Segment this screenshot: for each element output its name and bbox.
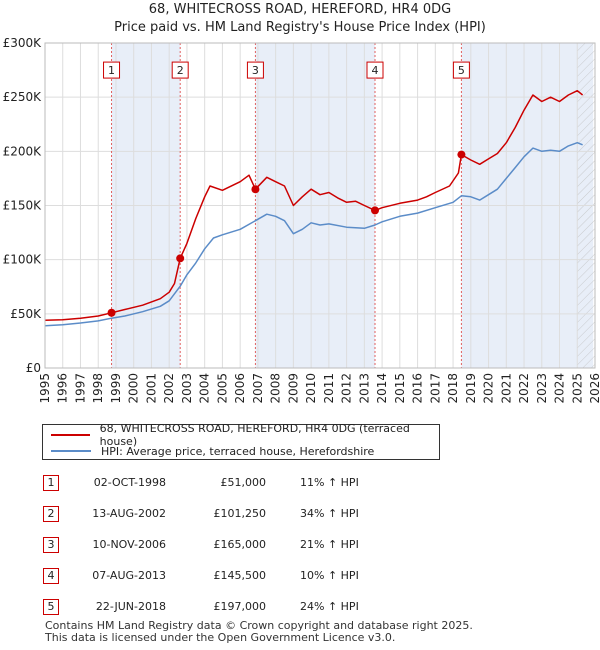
hpi-line [44,141,583,327]
price-chart: 1 2 3 4 5 £0 £50K £100K £150K £200K £250K £300K 199… [3,36,600,404]
sale-row: 2 13-AUG-2002 £101,250 34% ↑ HPI [0,506,600,526]
sale-point [457,150,466,159]
sale-row: 3 10-NOV-2006 £165,000 21% ↑ HPI [0,537,600,557]
x-tick-label: 2017 [428,373,442,404]
chart-title: 68, WHITECROSS ROAD, HEREFORD, HR4 0DG [148,2,452,17]
legend-item-hpi: HPI: Average price, terraced house, Here… [51,443,374,459]
x-tick-label: 2001 [144,373,158,404]
x-tick-label: 1998 [91,373,105,404]
sale-hpi-change: 21% ↑ HPI [300,538,359,551]
x-tick-label: 2018 [446,373,460,404]
sale-date: 07-AUG-2013 [92,569,166,582]
sale-number: 1 [43,475,59,491]
y-tick-label: £50K [10,307,42,321]
sale-marker-label: 1 [108,64,115,77]
sale-number: 4 [43,568,59,584]
x-tick-label: 2025 [570,373,584,404]
x-tick-label: 2013 [357,373,371,404]
footer-licence: This data is licensed under the Open Gov… [45,631,396,644]
x-tick-label: 2026 [588,373,600,404]
sale-point [371,206,379,215]
x-tick-label: 2014 [375,373,389,404]
sale-marker-label: 2 [177,64,184,77]
sale-marker-label: 5 [458,64,465,77]
property-price-line [44,89,584,322]
x-tick-label: 2022 [517,373,531,404]
legend: 68, WHITECROSS ROAD, HEREFORD, HR4 0DG (… [42,422,440,460]
sale-hpi-change: 24% ↑ HPI [300,600,359,613]
sale-date: 22-JUN-2018 [95,600,166,613]
sale-number: 3 [43,537,59,553]
x-tick-label: 2000 [127,373,141,404]
sale-marker-box [366,61,384,79]
sale-row: 5 22-JUN-2018 £197,000 24% ↑ HPI [0,599,600,619]
sale-date: 13-AUG-2002 [92,507,166,520]
sale-marker-box [246,61,264,79]
sale-price: £101,250 [213,507,267,520]
sale-hpi-change: 34% ↑ HPI [300,507,359,520]
sale-marker-box [452,61,470,79]
x-tick-label: 2021 [499,373,513,404]
x-tick-label: 2020 [482,373,496,404]
sale-price: £51,000 [220,476,267,489]
sale-row: 1 02-OCT-1998 £51,000 11% ↑ HPI [0,475,600,495]
sale-marker-box [171,61,189,79]
x-tick-label: 2015 [393,373,407,404]
sale-marker-box [103,61,121,79]
x-tick-label: 2003 [180,373,194,404]
sale-date: 02-OCT-1998 [93,476,166,489]
legend-item-property: 68, WHITECROSS ROAD, HEREFORD, HR4 0DG (… [51,422,439,448]
y-tick-label: £250K [3,90,43,104]
y-tick-label: £0 [26,361,41,375]
x-tick-label: 2002 [162,373,176,404]
sale-number: 5 [43,599,59,615]
x-tick-label: 2009 [286,373,300,404]
footer-copyright: Contains HM Land Registry data © Crown c… [45,619,473,632]
chart-subtitle: Price paid vs. HM Land Registry's House … [114,20,486,35]
sale-row: 4 07-AUG-2013 £145,500 10% ↑ HPI [0,568,600,588]
x-tick-label: 2010 [304,373,318,404]
y-tick-label: £100K [3,253,43,267]
y-tick-label: £200K [3,144,43,158]
sale-point [251,185,260,194]
legend-swatch-red [51,434,90,436]
sale-point [107,308,116,317]
x-tick-label: 1997 [73,373,87,404]
x-tick-label: 1995 [38,373,52,404]
sale-point [176,254,185,263]
x-tick-label: 2006 [233,373,247,404]
legend-label-property: 68, WHITECROSS ROAD, HEREFORD, HR4 0DG (… [99,422,410,448]
plot-frame [44,42,596,369]
legend-swatch-blue [51,450,91,452]
x-tick-label: 2007 [251,373,265,404]
x-tick-label: 2008 [269,373,283,404]
sale-hpi-change: 11% ↑ HPI [300,476,359,489]
sale-price: £165,000 [213,538,267,551]
x-tick-label: 2004 [198,373,212,404]
x-tick-label: 2011 [322,373,336,404]
sale-marker-label: 3 [252,64,259,77]
y-tick-label: £150K [3,199,43,213]
x-tick-label: 1999 [109,373,123,404]
sale-hpi-change: 10% ↑ HPI [300,569,359,582]
sale-number: 2 [43,506,59,522]
y-tick-label: £300K [3,36,43,50]
x-tick-label: 2005 [215,373,229,404]
sale-price: £145,500 [213,569,267,582]
footer: Contains HM Land Registry data © Crown c… [45,620,473,644]
sale-marker-label: 4 [372,64,379,77]
x-tick-label: 2023 [535,373,549,404]
x-tick-label: 2012 [340,373,354,404]
x-tick-label: 2016 [411,373,425,404]
x-tick-label: 1996 [56,373,70,404]
x-tick-label: 2024 [553,373,567,404]
legend-label-hpi: HPI: Average price, terraced house, Here… [101,444,375,458]
x-tick-label: 2019 [464,373,478,404]
sale-date: 10-NOV-2006 [92,538,166,551]
sale-price: £197,000 [213,600,267,613]
